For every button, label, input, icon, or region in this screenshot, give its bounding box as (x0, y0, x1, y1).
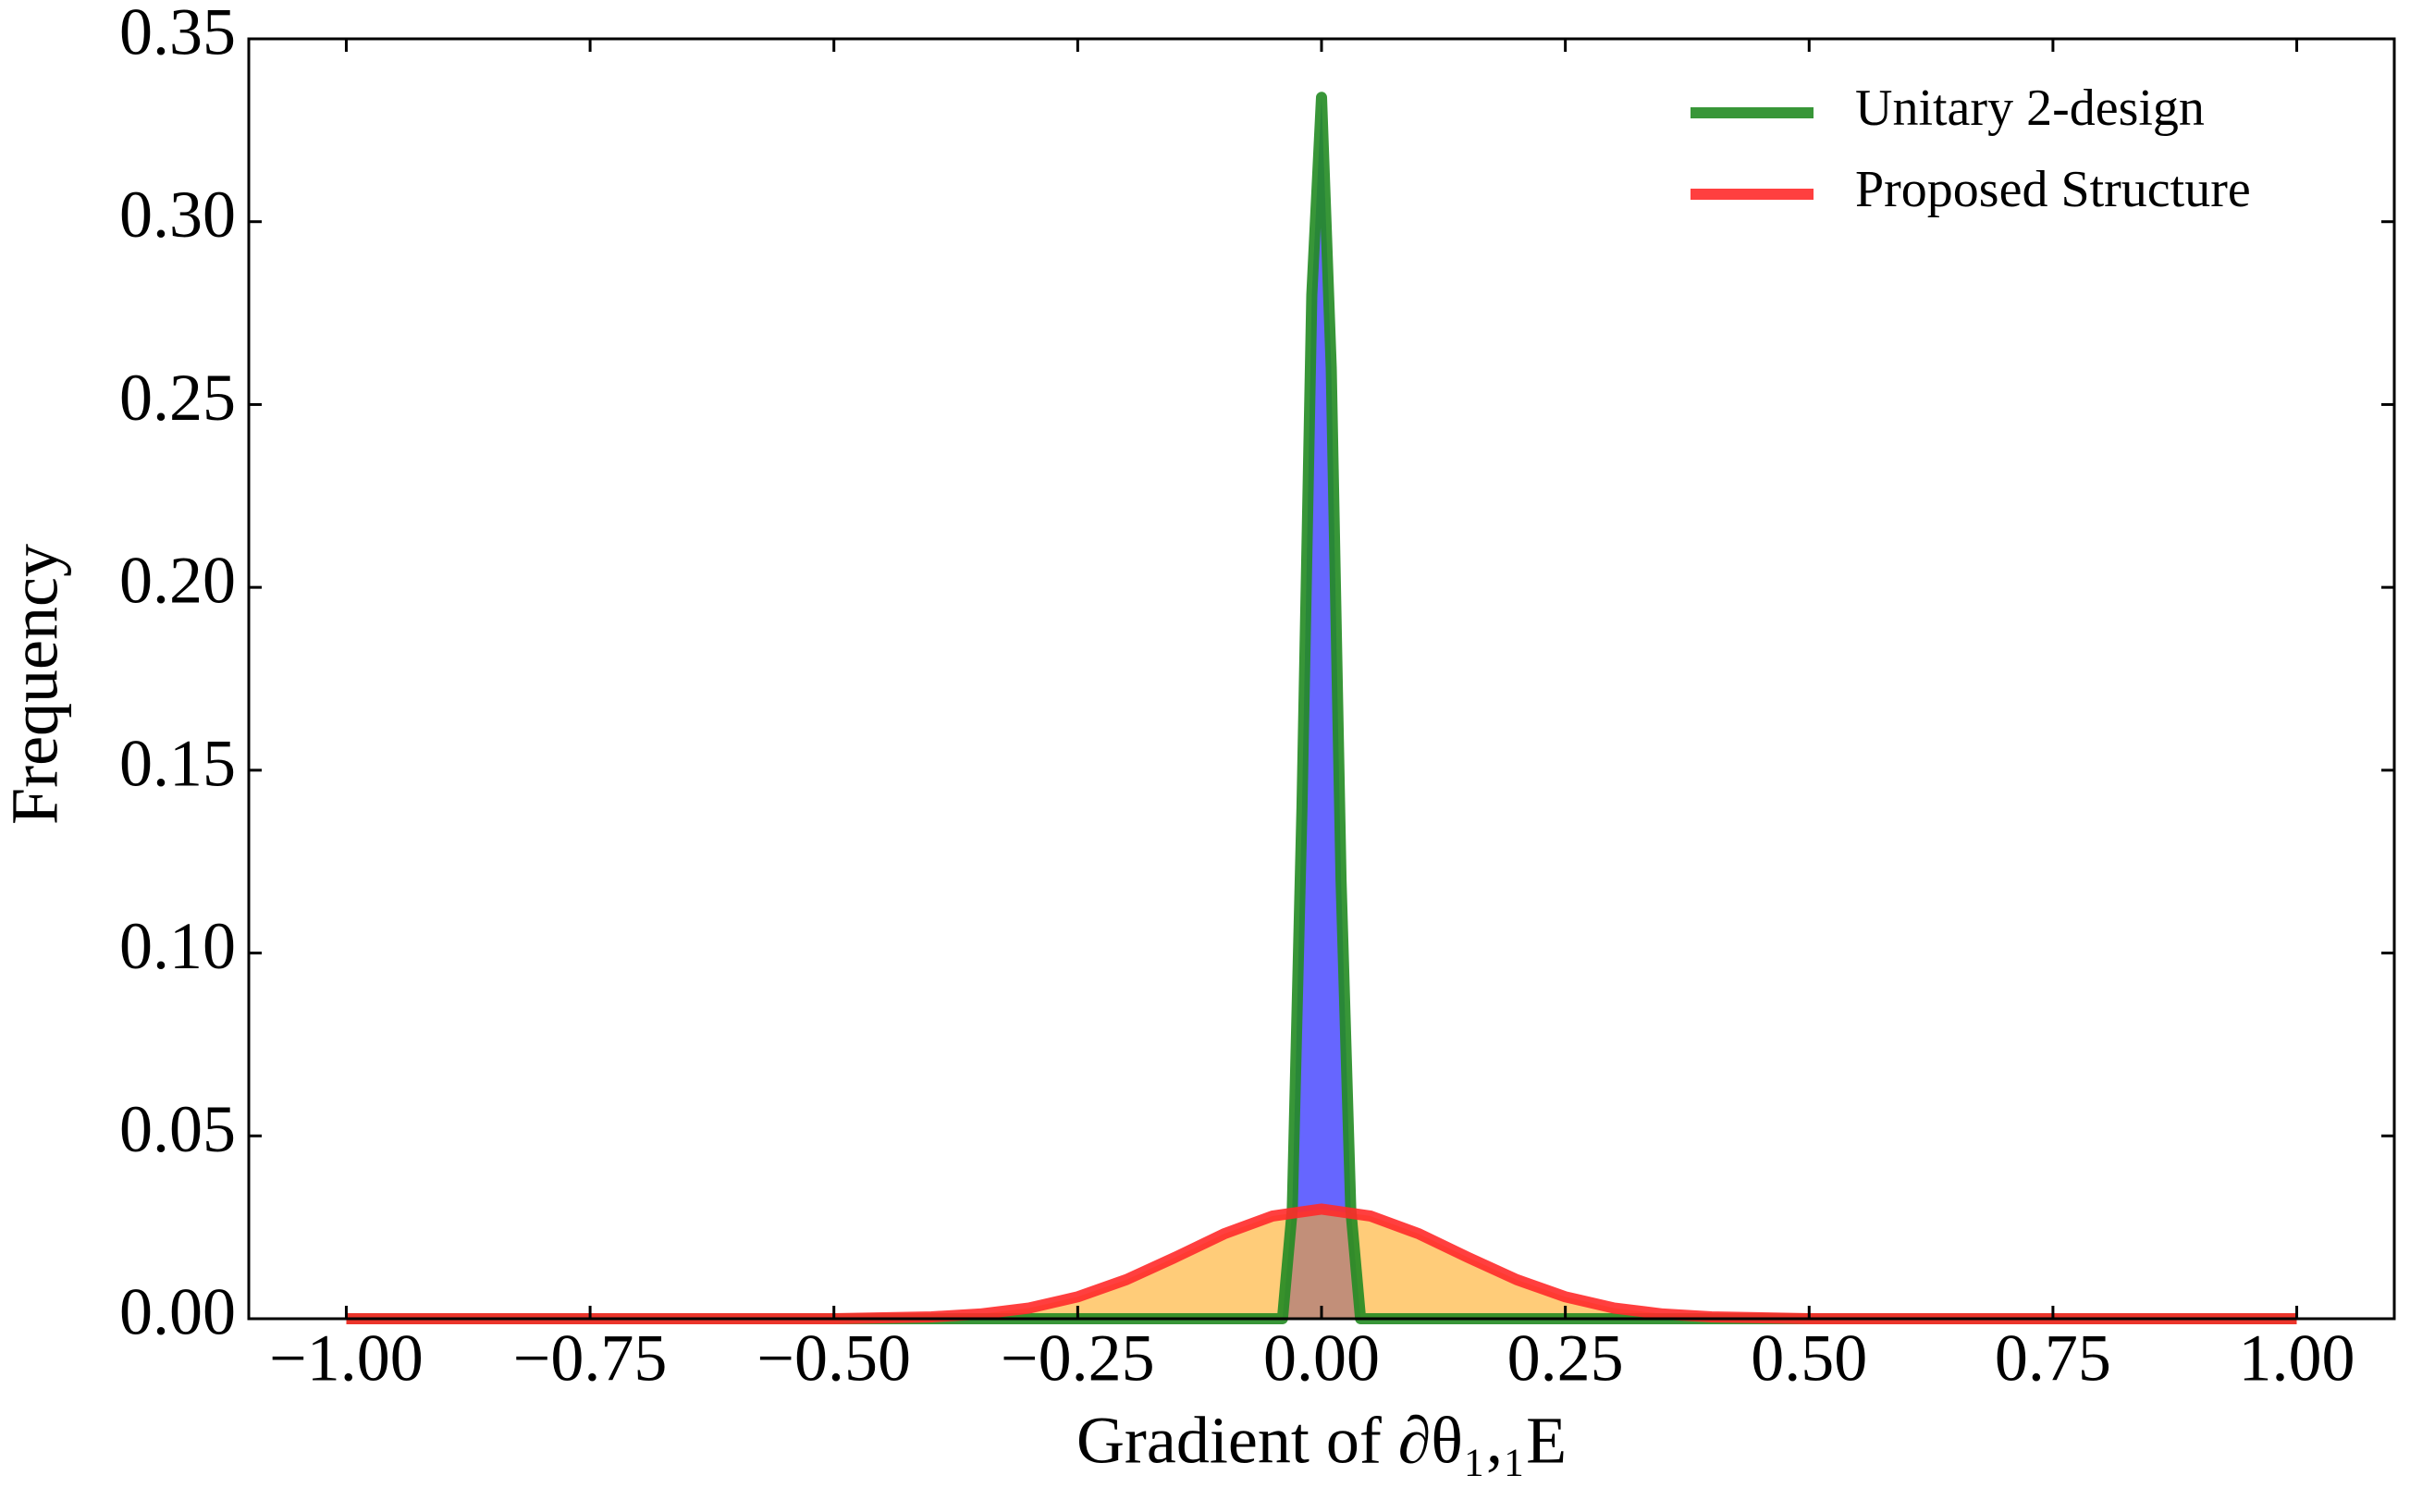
y-tick-label: 0.20 (119, 544, 236, 618)
y-tick-label: 0.35 (119, 0, 236, 69)
x-tick-label: 0.00 (1263, 1321, 1380, 1395)
x-tick-label: −0.75 (513, 1321, 668, 1395)
x-tick-label: 0.50 (1751, 1321, 1867, 1395)
legend-label: Proposed Structure (1855, 161, 2251, 218)
y-tick-label: 0.25 (119, 361, 236, 435)
y-tick-label: 0.00 (119, 1275, 236, 1349)
y-tick-label: 0.05 (119, 1092, 236, 1166)
x-tick-label: 0.25 (1507, 1321, 1624, 1395)
line (346, 1203, 2297, 1324)
y-tick-label: 0.15 (119, 726, 236, 800)
legend-label: Unitary 2-design (1855, 80, 2205, 137)
y-axis-label: Frequency (0, 544, 72, 825)
area (346, 1209, 2297, 1319)
area (346, 97, 2297, 1319)
x-tick-label: 0.75 (1995, 1321, 2111, 1395)
y-tick-label: 0.10 (119, 909, 236, 983)
x-tick-label: −0.25 (1001, 1321, 1155, 1395)
y-tick-label: 0.30 (119, 178, 236, 252)
x-axis-label: Gradient of ∂θ₁,₁E (1076, 1404, 1567, 1478)
x-tick-label: 1.00 (2239, 1321, 2355, 1395)
x-tick-label: −0.50 (756, 1321, 911, 1395)
x-tick-label: −1.00 (269, 1321, 424, 1395)
